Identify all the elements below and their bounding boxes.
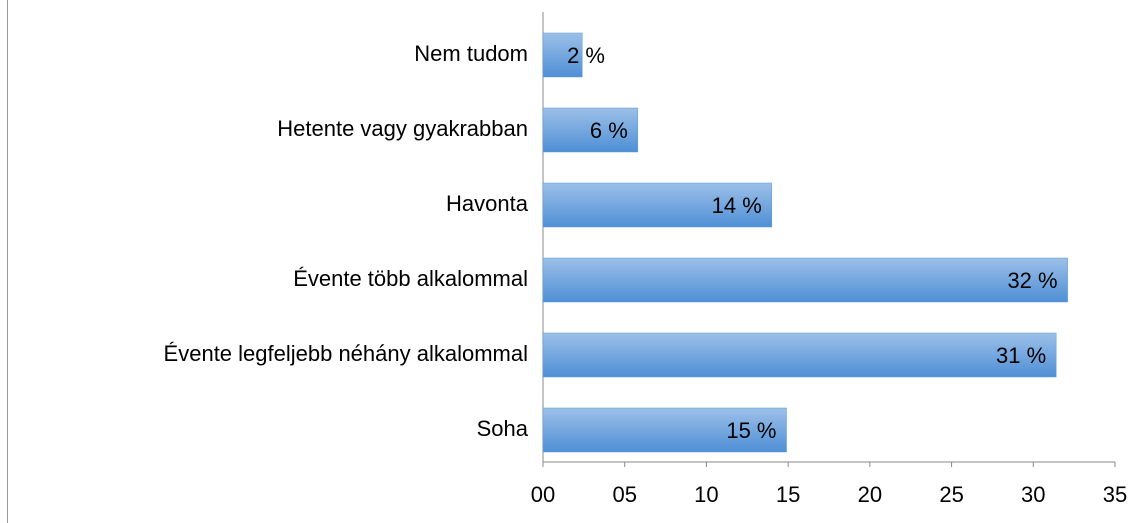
y-tick-label: Évente legfeljebb néhány alkalommal	[164, 341, 528, 366]
value-label: 14 %	[712, 193, 762, 218]
x-tick-label: 25	[939, 482, 963, 507]
x-tick-label: 15	[776, 482, 800, 507]
y-tick-label: Évente több alkalommal	[293, 266, 528, 291]
value-label: 6 %	[590, 118, 628, 143]
y-tick-label: Soha	[477, 416, 529, 441]
x-tick-label: 10	[694, 482, 718, 507]
x-tick-label: 30	[1021, 482, 1045, 507]
value-label: 32 %	[1007, 268, 1057, 293]
bar	[542, 182, 773, 228]
bar	[542, 407, 787, 453]
x-tick-label: 05	[612, 482, 636, 507]
x-tick-label: 35	[1103, 482, 1127, 507]
bar	[542, 257, 1068, 303]
bar	[542, 332, 1057, 378]
value-label: 31 %	[996, 343, 1046, 368]
x-tick-label: 20	[858, 482, 882, 507]
y-tick-label: Nem tudom	[414, 41, 528, 66]
value-label: 15 %	[726, 418, 776, 443]
y-tick-label: Havonta	[446, 191, 529, 216]
bar	[542, 107, 639, 153]
y-tick-label: Hetente vagy gyakrabban	[277, 116, 528, 141]
x-tick-label: 00	[531, 482, 555, 507]
value-label: 2 %	[567, 43, 605, 68]
bar	[542, 32, 583, 78]
